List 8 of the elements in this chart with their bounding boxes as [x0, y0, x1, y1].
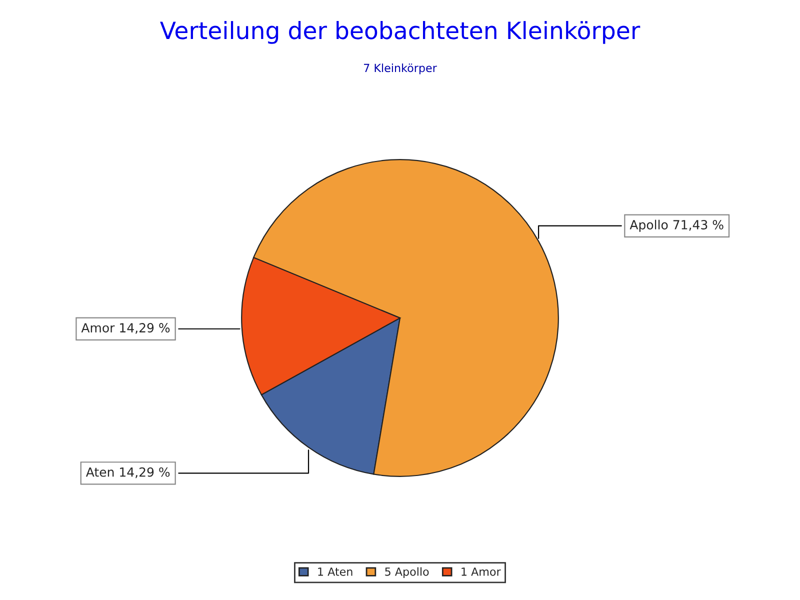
data-label: Aten 14,29 %	[86, 467, 170, 478]
chart-subtitle: 7 Kleinkörper	[364, 64, 437, 74]
legend-label: 1 Aten	[318, 568, 352, 576]
legend-label: 5 Apollo	[385, 567, 429, 578]
data-label: Apollo 71,43 %	[630, 220, 724, 232]
data-label: Amor 14,29 %	[81, 323, 170, 334]
legend-label: 1 Amor	[462, 568, 501, 576]
chart-title: Verteilung der beobachteten Kleinkörper	[160, 21, 640, 44]
